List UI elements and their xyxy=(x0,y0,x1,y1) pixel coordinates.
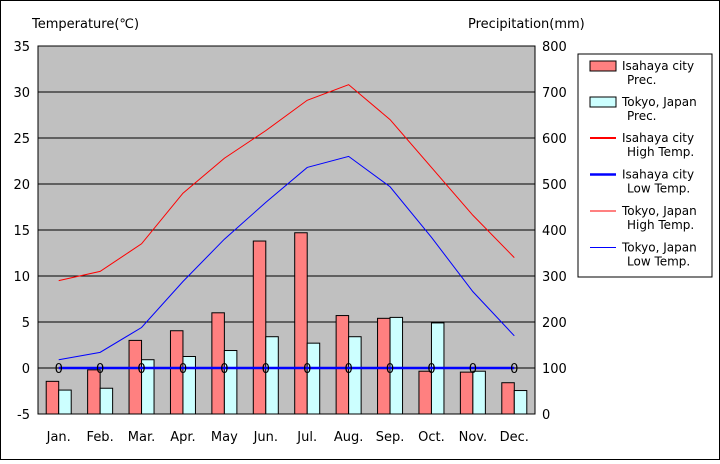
bar xyxy=(306,342,321,415)
bar-layer xyxy=(45,232,528,415)
x-tick-label: Feb. xyxy=(87,430,114,445)
x-tick-label: Oct. xyxy=(418,430,445,445)
legend-label: Isahaya city xyxy=(622,131,694,145)
x-tick-label: Sep. xyxy=(376,430,405,445)
x-tick-label: Aug. xyxy=(334,430,364,445)
point-label-layer: 0 0 0 0 0 0 0 0 0 0 0 0 xyxy=(55,362,519,377)
right-tick-label: 800 xyxy=(542,40,567,55)
bar xyxy=(472,370,486,415)
bar xyxy=(141,359,155,415)
left-tick-label: 0 xyxy=(22,362,30,377)
x-tick-label: Nov. xyxy=(459,430,488,445)
point-label: 0 xyxy=(386,362,394,377)
legend-label: Tokyo, Japan xyxy=(621,241,697,255)
left-tick-label: 35 xyxy=(13,40,30,55)
point-label: 0 xyxy=(96,362,104,377)
x-tick-label: Mar. xyxy=(128,430,155,445)
bar xyxy=(58,389,72,415)
right-tick-label: 300 xyxy=(542,270,567,285)
legend-swatch xyxy=(589,96,617,108)
bar xyxy=(294,232,308,415)
axis-layer: 35 800 30 700 25 600 20 500 15 400 10 300 5 200 0 100 -5… xyxy=(13,40,566,445)
bar xyxy=(182,356,196,415)
bar xyxy=(128,339,143,415)
point-label: 0 xyxy=(427,362,435,377)
bar xyxy=(459,371,474,415)
x-tick-label: Dec. xyxy=(500,430,529,445)
bar xyxy=(501,382,515,415)
right-tick-label: 100 xyxy=(542,362,567,377)
legend-label: Low Temp. xyxy=(627,255,690,269)
point-label: 0 xyxy=(344,362,352,377)
right-tick-label: 400 xyxy=(542,224,567,239)
right-tick-label: 600 xyxy=(542,132,567,147)
bar xyxy=(99,387,114,415)
point-label: 0 xyxy=(137,362,145,377)
left-tick-label: 10 xyxy=(13,270,30,285)
legend-label: Isahaya city xyxy=(622,59,694,73)
point-label: 0 xyxy=(220,362,228,377)
legend-label: Isahaya city xyxy=(622,168,694,182)
line-layer xyxy=(58,84,515,370)
legend-swatch xyxy=(589,60,617,72)
right-tick-label: 200 xyxy=(542,316,567,331)
bar xyxy=(223,350,238,415)
left-axis-title: Temperature(℃) xyxy=(31,17,139,32)
left-tick-label: 30 xyxy=(13,86,30,101)
legend-label: Tokyo, Japan xyxy=(621,204,697,218)
legend-label: Prec. xyxy=(627,73,657,87)
point-label: 0 xyxy=(469,362,477,377)
legend-box xyxy=(577,53,713,278)
point-label: 0 xyxy=(303,362,311,377)
bar xyxy=(252,240,267,415)
legend-label: Prec. xyxy=(627,109,657,123)
point-label: 0 xyxy=(262,362,270,377)
left-tick-label: 15 xyxy=(13,224,30,239)
bar xyxy=(265,336,279,415)
x-tick-label: May xyxy=(211,430,238,445)
right-tick-label: 0 xyxy=(542,408,550,423)
legend-label: Tokyo, Japan xyxy=(621,95,697,109)
bar xyxy=(513,390,528,415)
legend-label: Low Temp. xyxy=(627,182,690,196)
bar xyxy=(418,370,432,415)
left-tick-label: 25 xyxy=(13,132,30,147)
bar xyxy=(389,316,404,415)
x-tick-label: Jul. xyxy=(296,430,317,445)
point-label: 0 xyxy=(179,362,187,377)
right-tick-label: 700 xyxy=(542,86,567,101)
legend-label: High Temp. xyxy=(627,145,694,159)
right-axis-title: Precipitation(mm) xyxy=(468,17,585,32)
point-label: 0 xyxy=(510,362,518,377)
series-line xyxy=(58,155,515,361)
legend-label: High Temp. xyxy=(627,218,694,232)
x-tick-label: Jun. xyxy=(253,430,278,445)
x-tick-label: Jan. xyxy=(46,430,71,445)
bar xyxy=(348,336,362,415)
left-tick-label: -5 xyxy=(17,408,30,423)
left-tick-label: 5 xyxy=(22,316,30,331)
x-tick-label: Apr. xyxy=(170,430,195,445)
point-label: 0 xyxy=(55,362,63,377)
series-line xyxy=(58,84,515,282)
left-tick-label: 20 xyxy=(13,178,30,193)
bar xyxy=(45,380,60,415)
right-tick-label: 500 xyxy=(542,178,567,193)
